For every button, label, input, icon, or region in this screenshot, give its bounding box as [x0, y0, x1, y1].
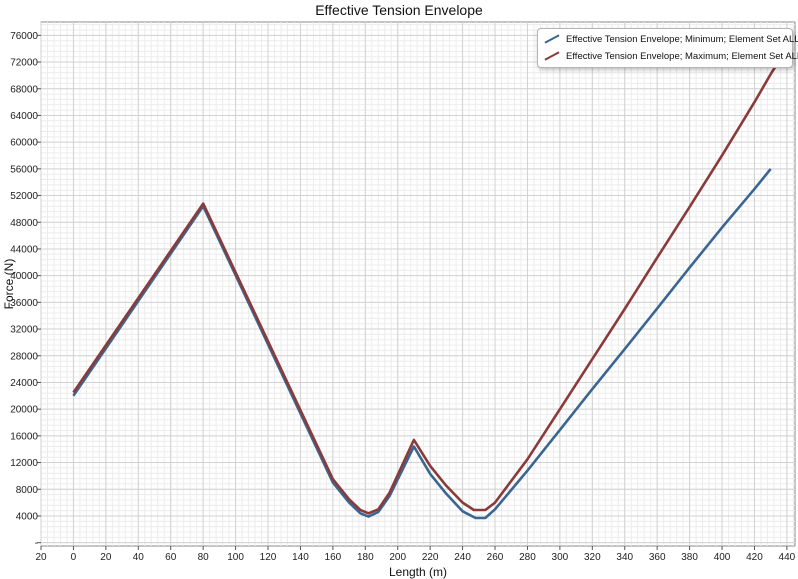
y-axis-title: Force (N) [2, 259, 16, 310]
y-tick-label: 16000 [10, 431, 38, 442]
y-tick-label: 72000 [10, 58, 38, 69]
y-tick-label: - [35, 538, 38, 549]
x-tick-label: 80 [198, 552, 210, 563]
x-tick-label: 440 [779, 552, 796, 563]
plot-area [40, 21, 796, 547]
y-tick-label: 68000 [10, 84, 38, 95]
y-tick-label: 44000 [10, 244, 38, 255]
y-tick-label: 64000 [10, 111, 38, 122]
x-tick-label: 120 [260, 552, 277, 563]
legend-swatch-maximum [544, 51, 560, 61]
y-tick-label: 32000 [10, 325, 38, 336]
y-tick-label: 36000 [10, 298, 38, 309]
y-tick-label: 56000 [10, 164, 38, 175]
x-tick-label: 320 [584, 552, 601, 563]
y-tick-label: 28000 [10, 351, 38, 362]
chart-title: Effective Tension Envelope [315, 2, 483, 18]
x-tick-label: 60 [165, 552, 177, 563]
chart-legend: Effective Tension Envelope; Minimum; Ele… [537, 28, 798, 68]
legend-label-maximum: Effective Tension Envelope; Maximum; Ele… [566, 50, 798, 62]
x-tick-label: 420 [746, 552, 763, 563]
y-tick-label: 76000 [10, 31, 38, 42]
x-tick-label: 280 [519, 552, 536, 563]
y-tick-label: 48000 [10, 218, 38, 229]
y-tick-label: 12000 [10, 458, 38, 469]
y-tick-label: 24000 [10, 378, 38, 389]
x-tick-label: 20 [100, 552, 112, 563]
legend-item-maximum: Effective Tension Envelope; Maximum; Ele… [544, 49, 798, 63]
y-axis: - 4000 8000 12000 16000 20000 24000 28000 32000 3… [10, 31, 41, 549]
y-tick-label: 20000 [10, 405, 38, 416]
x-tick-label: 240 [454, 552, 471, 563]
y-tick-label: 60000 [10, 138, 38, 149]
major-grid [40, 22, 795, 546]
y-tick-label: 40000 [10, 271, 38, 282]
x-axis: 20 0 20 40 60 80 100 120 140 160 180 200 220 240 260 28… [35, 546, 796, 563]
x-tick-label: 260 [487, 552, 504, 563]
legend-swatch-minimum [544, 34, 560, 44]
x-tick-label: 40 [133, 552, 145, 563]
x-tick-label: 140 [292, 552, 309, 563]
x-tick-label: 180 [357, 552, 374, 563]
x-tick-label: 200 [389, 552, 406, 563]
series-line-maximum [72, 48, 788, 515]
y-tick-label: 8000 [16, 485, 39, 496]
series-layer [72, 48, 788, 520]
series-line-minimum [72, 168, 772, 520]
x-tick-label: 0 [71, 552, 77, 563]
x-tick-label: 160 [325, 552, 342, 563]
x-axis-title: Length (m) [389, 565, 447, 579]
x-tick-label: 220 [422, 552, 439, 563]
x-tick-label: 300 [552, 552, 569, 563]
legend-label-minimum: Effective Tension Envelope; Minimum; Ele… [566, 33, 798, 45]
x-tick-label: 20 [35, 552, 47, 563]
y-tick-label: 4000 [16, 511, 39, 522]
x-tick-label: 100 [227, 552, 244, 563]
y-tick-label: 52000 [10, 191, 38, 202]
x-tick-label: 380 [681, 552, 698, 563]
x-tick-label: 360 [649, 552, 666, 563]
legend-item-minimum: Effective Tension Envelope; Minimum; Ele… [544, 32, 798, 46]
x-tick-label: 340 [616, 552, 633, 563]
x-tick-label: 400 [714, 552, 731, 563]
